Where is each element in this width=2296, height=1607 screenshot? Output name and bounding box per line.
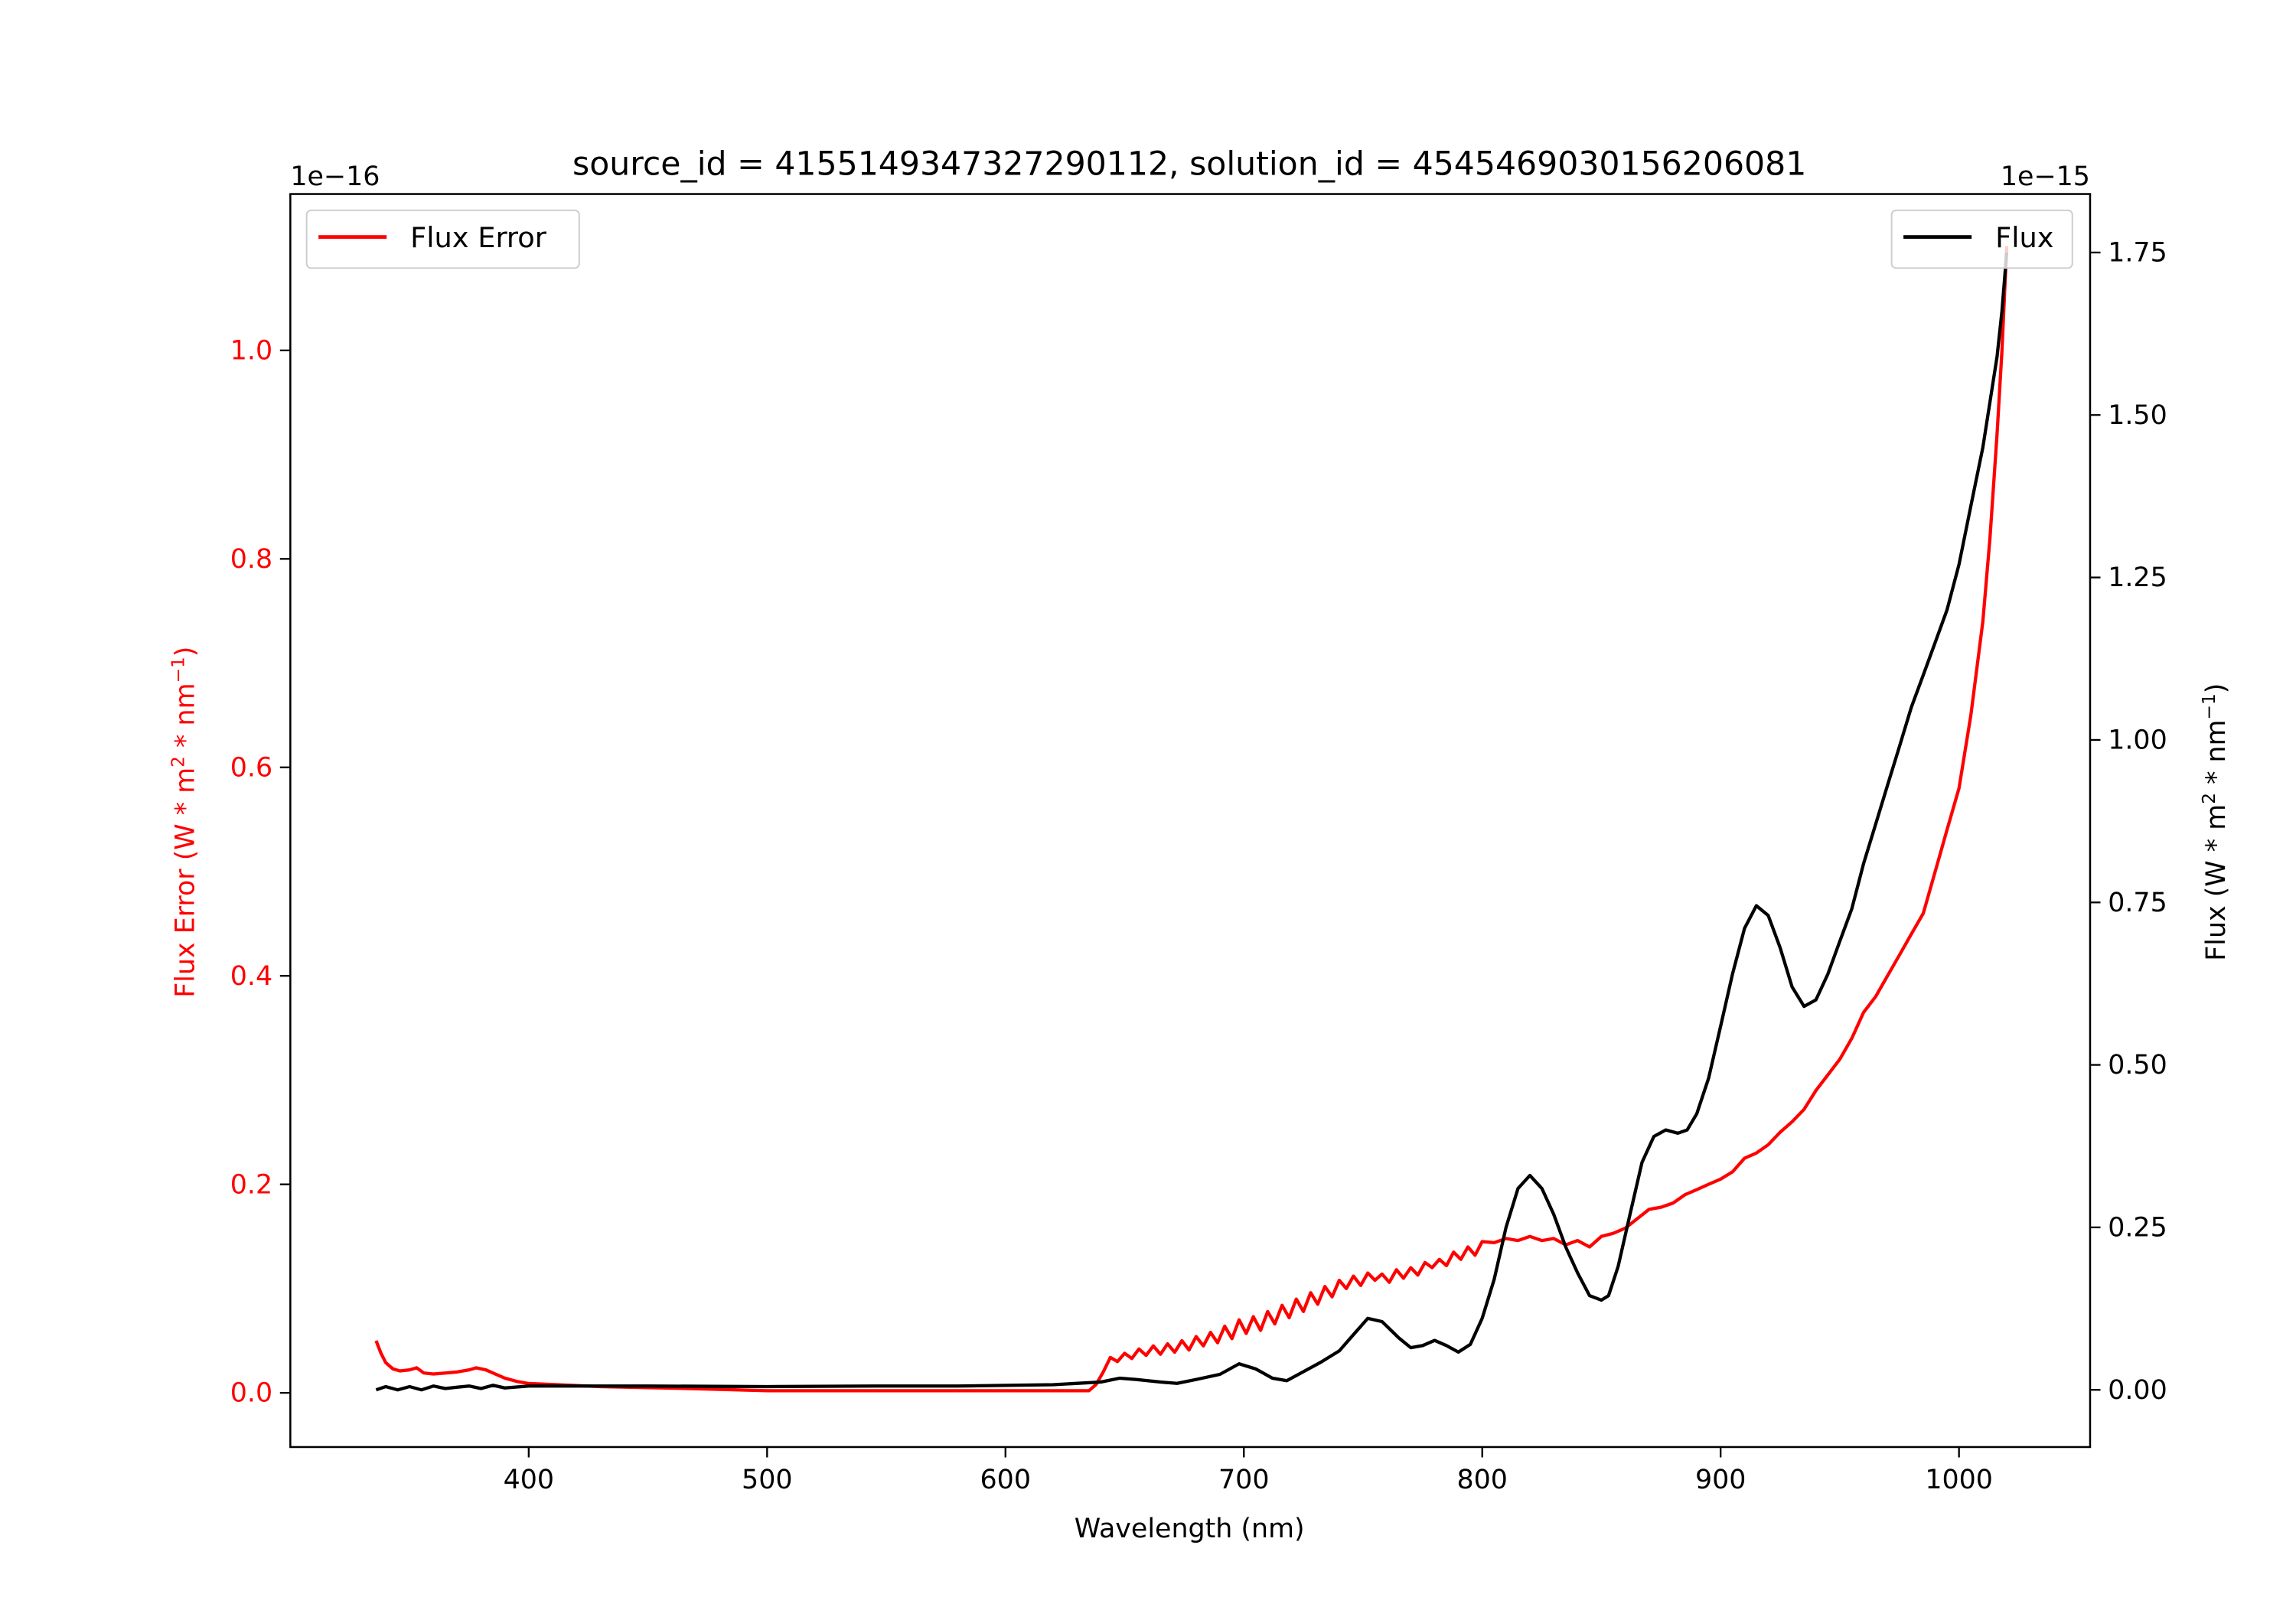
x-tick-label: 800: [1456, 1465, 1507, 1495]
legend-flux-error-label: Flux Error: [410, 221, 547, 254]
right-y-axis-label: Flux (W * m2 * nm−1): [2199, 683, 2232, 961]
plot-area: [374, 246, 2009, 1393]
axes-frame: [289, 193, 2092, 1449]
series-flux-error-line: [374, 246, 2009, 1393]
right-offset-label: 1e−15: [2001, 161, 2090, 192]
right-y-tick-label: 1.50: [2108, 400, 2167, 431]
left-y-tick-label: 0.8: [230, 544, 272, 575]
left-y-axis: 0.0 0.2 0.4 0.6 0.8 1.0: [230, 335, 291, 1409]
left-offset-label: 1e−16: [290, 161, 380, 192]
x-tick-label: 500: [742, 1465, 792, 1495]
x-axis-label: Wavelength (nm): [1075, 1514, 1305, 1544]
legend-flux-error: Flux Error: [305, 209, 580, 269]
right-y-axis: 0.00 0.25 0.50 0.75 1.00 1.25 1.50 1.75: [2089, 238, 2167, 1406]
x-tick-label: 400: [504, 1465, 554, 1495]
left-y-tick-label: 1.0: [230, 335, 272, 366]
right-y-tick-label: 0.75: [2108, 888, 2167, 918]
x-axis: 400 500 600 700 800 900 1000: [504, 1446, 1993, 1495]
right-y-tick-label: 1.25: [2108, 562, 2167, 593]
left-y-axis-label: Flux Error (W * m2 * nm−1): [168, 647, 201, 998]
left-y-tick-label: 0.2: [230, 1169, 272, 1200]
left-y-tick-label: 0.6: [230, 752, 272, 783]
right-y-tick-label: 1.00: [2108, 725, 2167, 756]
x-tick-label: 1000: [1925, 1465, 1993, 1495]
right-y-tick-label: 0.50: [2108, 1050, 2167, 1081]
chart-title: source_id = 4155149347327290112, solutio…: [572, 145, 1806, 183]
left-y-tick-label: 0.0: [230, 1378, 272, 1409]
legend-flux-label: Flux: [1995, 221, 2053, 254]
x-tick-label: 900: [1695, 1465, 1746, 1495]
left-y-tick-label: 0.4: [230, 961, 272, 992]
legend-flux: Flux: [1890, 209, 2073, 269]
x-tick-label: 700: [1218, 1465, 1269, 1495]
right-y-tick-label: 0.25: [2108, 1213, 2167, 1244]
series-flux-line: [375, 252, 2009, 1392]
x-tick-label: 600: [980, 1465, 1031, 1495]
right-y-tick-label: 0.00: [2108, 1375, 2167, 1406]
right-y-tick-label: 1.75: [2108, 238, 2167, 269]
